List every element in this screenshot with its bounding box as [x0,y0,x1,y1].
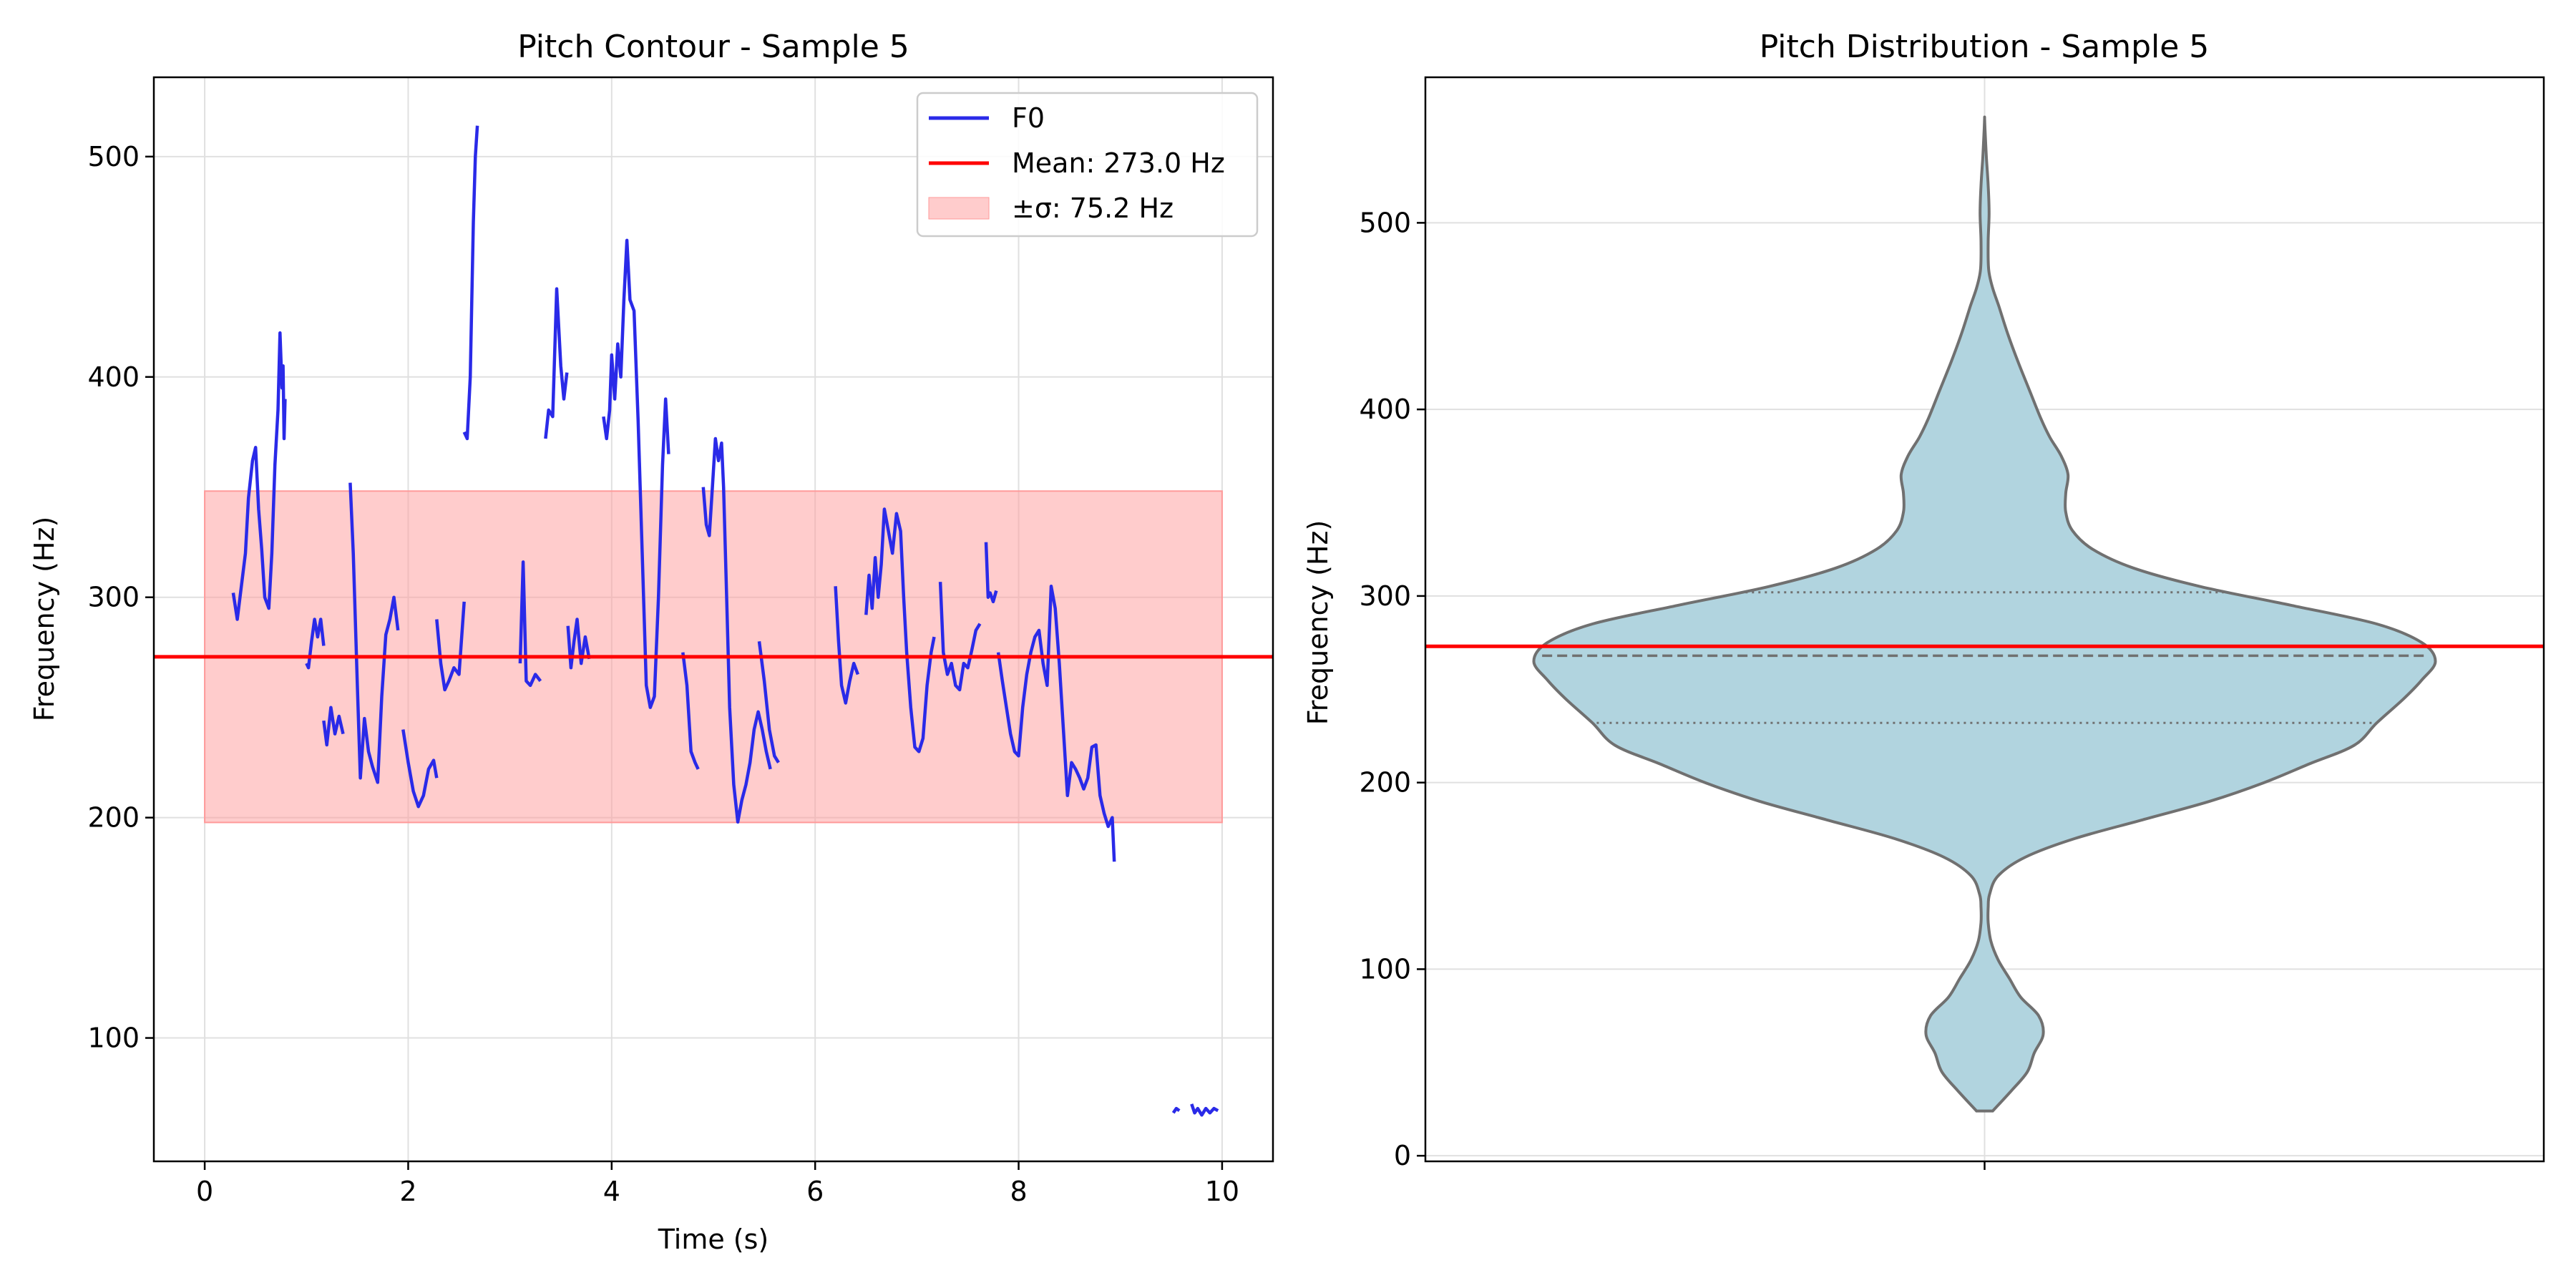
y-tick-label: 400 [87,361,140,393]
f0-segment [348,482,400,784]
legend: F0 Mean: 273.0 Hz ±σ: 75.2 Hz [916,92,1259,238]
f0-segment [681,652,700,770]
right-chart-title: Pitch Distribution - Sample 5 [1760,29,2210,65]
left-y-axis-label: Frequency (Hz) [29,517,60,722]
x-tick-label: 0 [196,1176,213,1207]
left-chart-title: Pitch Contour - Sample 5 [517,29,909,65]
pitch-distribution-panel: 0 100 200 300 400 500 Pitch Distribution - Sa… [1302,29,2545,1171]
y-tick-label: 0 [1394,1140,1411,1171]
violin-group [1532,115,2437,1113]
pitch-contour-panel: 0 2 4 6 8 10 100 200 300 400 500 Pitch Contour - S… [29,29,1274,1255]
x-tick-label: 8 [1010,1176,1027,1207]
f0-segment [305,618,326,670]
legend-label-mean: Mean: 273.0 Hz [1012,147,1225,179]
f0-segment [462,125,479,441]
f0-segment [864,507,936,753]
f0-segment [602,238,670,709]
left-x-axis-label: Time (s) [658,1224,769,1255]
f0-segment [834,586,860,705]
y-tick-label: 200 [87,802,140,834]
legend-box [916,92,1259,238]
y-tick-label: 500 [87,141,140,172]
left-ticks: 0 2 4 6 8 10 100 200 300 400 500 [87,141,1239,1207]
y-tick-label: 400 [1359,394,1411,425]
f0-segment [1190,1103,1219,1117]
y-tick-label: 300 [1359,580,1411,612]
f0-segment [566,618,591,670]
left-axes-frame [152,76,1274,1163]
f0-segment [1171,1106,1181,1114]
x-tick-label: 6 [806,1176,824,1207]
right-y-axis-label: Frequency (Hz) [1302,520,1334,726]
x-tick-label: 4 [603,1176,620,1207]
f0-segment [435,601,466,692]
f0-segment [984,542,998,604]
right-ticks: 0 100 200 300 400 500 [1359,207,1986,1171]
x-tick-label: 10 [1205,1176,1239,1207]
f0-series [231,125,1219,1117]
f0-segment [757,641,780,763]
f0-segment [938,582,982,692]
f0-segment [544,287,569,439]
f0-segment [996,585,1116,862]
f0-segment [401,729,439,809]
y-tick-label: 100 [87,1023,140,1054]
legend-swatch-sigma [928,197,990,220]
legend-label-f0: F0 [1012,102,1045,134]
legend-label-sigma: ±σ: 75.2 Hz [1012,192,1174,224]
f0-segment [701,436,772,824]
f0-segment [231,331,287,621]
y-tick-label: 300 [87,582,140,613]
f0-segment [322,706,345,747]
x-tick-label: 2 [399,1176,416,1207]
y-tick-label: 100 [1359,953,1411,985]
y-tick-label: 200 [1359,767,1411,799]
y-tick-label: 500 [1359,207,1411,238]
f0-segment [518,560,542,688]
violin-body [1532,115,2437,1113]
